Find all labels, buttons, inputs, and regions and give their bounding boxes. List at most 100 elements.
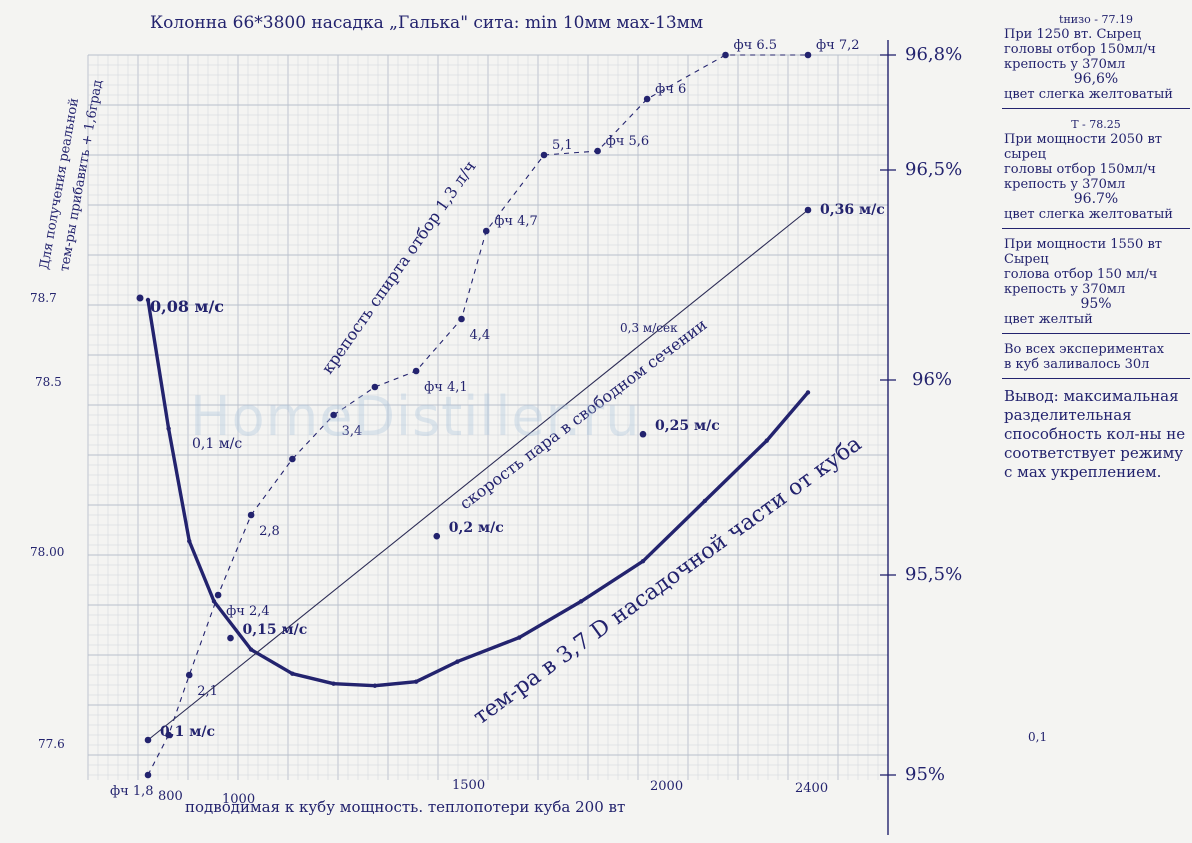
vapor-speed-label: 0,25 м/с — [655, 418, 720, 434]
note-2-line-2: сырец — [1004, 147, 1047, 162]
strength-point-label: 4,4 — [470, 328, 491, 343]
x-tick-label: 1500 — [452, 778, 485, 793]
strength-point-label: 3,4 — [342, 424, 363, 439]
strength-point — [144, 771, 152, 779]
vapor-speed-label: 0,15 м/с — [243, 622, 308, 638]
vapor-speed-extra-label: 0,3 м/сек — [620, 321, 678, 335]
bottom-axis-label: подводимая к кубу мощность. теплопотери … — [185, 798, 625, 816]
strength-point — [185, 671, 193, 679]
temperature-line — [146, 298, 810, 688]
note-4-line-2: в куб заливалось 30л — [1004, 357, 1150, 372]
x-tick-label: 2000 — [650, 779, 683, 794]
note-block-1: tнизо - 77.19 При 1250 вт. Сырец головы … — [1002, 10, 1190, 109]
strength-point-label: фч 2,4 — [226, 604, 270, 619]
tick-labels: 800 1000 1500 2000 2400 78.7 78.5 78.00 77.6 96,8… — [30, 44, 962, 807]
temperature-point — [702, 498, 708, 504]
vapor-speed-point — [227, 634, 234, 642]
note-2-strength: 96.7% — [1073, 191, 1119, 207]
vapor-speed-label: 0,2 м/с — [449, 520, 504, 536]
x-tick-label: 2400 — [795, 781, 828, 796]
strength-point-label: фч 7,2 — [816, 38, 860, 53]
x-tick-label: 1000 — [222, 792, 255, 807]
notes-panel: tнизо - 77.19 При 1250 вт. Сырец головы … — [1002, 10, 1190, 484]
watermark: HomeDistiller.ru — [190, 385, 641, 448]
strength-point — [289, 455, 296, 463]
note-1-line-2: головы отбор 150мл/ч — [1004, 42, 1156, 57]
strength-point — [722, 51, 729, 59]
note-block-3: При мощности 1550 вт Сырец голова отбор … — [1002, 235, 1190, 334]
strength-point — [371, 383, 379, 391]
chart-grid — [87, 54, 889, 780]
vapor-speed-point — [144, 736, 152, 744]
strength-point-label: фч 4,1 — [424, 380, 468, 395]
strength-point-label: 5,1 — [552, 138, 573, 153]
note-2-color: цвет слегка желтоватый — [1004, 207, 1173, 222]
note-3-line-3: голова отбор 150 мл/ч — [1004, 267, 1158, 282]
note-2-line-1: При мощности 2050 вт — [1004, 132, 1162, 147]
chart-title: Колонна 66*3800 насадка „Галька" сита: m… — [150, 13, 703, 33]
note-3-color: цвет желтый — [1004, 312, 1093, 327]
temperature-point — [211, 599, 217, 604]
note-3-line-4: крепость у 370мл — [1004, 282, 1126, 297]
vapor-speed-label: 0,1 м/с — [160, 724, 215, 740]
strength-point — [165, 731, 172, 739]
note-2-header: T - 78.25 — [1071, 118, 1121, 131]
right-y-tick-label: 96% — [912, 369, 952, 390]
temperature-point — [145, 297, 151, 303]
right-y-tick-label: 96,8% — [905, 44, 962, 65]
vapor-speed-point — [433, 532, 441, 540]
strength-series-label: крепость спирта отбор 1,3 л/ч — [318, 157, 480, 377]
temperature-start-point — [136, 294, 144, 302]
note-block-4: Во всех экспериментах в куб заливалось 3… — [1002, 340, 1190, 379]
temperature-point — [187, 538, 192, 544]
note-3-strength: 95% — [1080, 296, 1112, 312]
series-labels: 0,08 м/с 0,1 м/с 0,1 — [136, 294, 1047, 744]
note-1-header: tнизо - 77.19 — [1059, 13, 1133, 26]
vapor-speed-series: 0,1 м/с 0,15 м/с 0,2 м/с 0,25 м/с 0,36 м/с 0,… — [144, 202, 885, 744]
note-2-line-4: крепость у 370мл — [1004, 177, 1126, 192]
strength-line — [147, 54, 808, 776]
note-block-2: T - 78.25 При мощности 2050 вт сырец гол… — [1002, 115, 1190, 229]
note-3-line-1: При мощности 1550 вт — [1004, 237, 1162, 252]
note-1-strength: 96,6% — [1073, 71, 1119, 87]
vapor-speed-line — [147, 209, 809, 741]
right-y-tick-label: 96,5% — [905, 159, 962, 180]
strength-point — [412, 367, 420, 375]
note-4-line-1: Во всех экспериментах — [1004, 342, 1165, 357]
annotation-label: 0,1 — [1028, 730, 1047, 744]
vapor-speed-point — [639, 430, 647, 438]
left-y-tick-label: 78.7 — [30, 291, 57, 305]
strength-point-label: фч 6.5 — [734, 38, 778, 53]
strength-point-label: фч 1,8 — [110, 784, 154, 799]
strength-point-label: фч 5,6 — [606, 134, 650, 149]
note-1-line-3: крепость у 370мл — [1004, 57, 1126, 72]
strength-point — [458, 315, 465, 323]
note-3-line-2: Сырец — [1004, 252, 1049, 267]
note-1-line-1: При 1250 вт. Сырец — [1004, 27, 1142, 42]
strength-point — [594, 147, 601, 155]
temperature-point — [372, 683, 378, 688]
annotation-label: 0,08 м/с — [150, 297, 224, 316]
strength-point — [330, 411, 337, 419]
x-tick-label: 800 — [158, 789, 183, 804]
strength-point-label: 2,8 — [259, 524, 280, 539]
temperature-point — [455, 659, 460, 664]
right-y-tick-label: 95% — [905, 764, 945, 785]
conclusion-text: Вывод: максимальная разделительная спосо… — [1004, 387, 1186, 481]
annotation-label: 0,1 м/с — [192, 436, 242, 452]
vapor-speed-label: 0,36 м/с — [820, 202, 885, 218]
strength-point — [247, 511, 255, 519]
strength-point — [214, 591, 222, 599]
temperature-point — [331, 681, 336, 686]
note-2-line-3: головы отбор 150мл/ч — [1004, 162, 1156, 177]
strength-point — [643, 95, 651, 103]
strength-point-label: фч 6 — [655, 82, 686, 97]
strength-point — [482, 227, 490, 235]
temperature-point — [578, 599, 584, 604]
temperature-point — [290, 671, 295, 676]
left-y-tick-label: 78.5 — [35, 375, 62, 389]
temperature-point — [248, 647, 254, 652]
temperature-point — [517, 635, 522, 640]
temperature-point — [166, 426, 171, 431]
